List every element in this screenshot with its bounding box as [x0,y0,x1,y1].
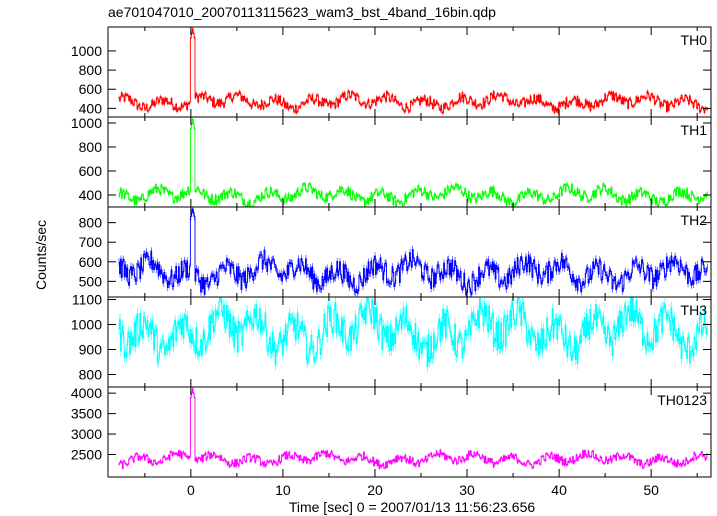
x-tick-label: 10 [275,482,291,498]
x-tick-label: 30 [459,482,475,498]
y-tick-label: 400 [79,100,103,116]
y-tick-label: 500 [79,273,103,289]
series-line-th2 [118,208,708,296]
series-line-th0123 [118,388,708,469]
x-tick-label: 50 [643,482,659,498]
y-tick-label: 800 [79,139,103,155]
y-axis-title: Counts/sec [33,220,49,290]
y-tick-label: 1100 [72,292,102,308]
y-tick-label: 4000 [71,385,102,401]
series-line-th3 [118,296,708,367]
panel-label-th1: TH1 [681,122,708,138]
y-tick-label: 600 [79,81,103,97]
y-tick-label: 400 [79,187,103,203]
panel-th2: 500 600 700 800 TH2 [79,206,712,298]
panel-label-th0: TH0 [681,32,708,48]
panel-label-th0123: TH0123 [657,392,707,408]
y-tick-label: 600 [79,163,103,179]
x-axis-title: Time [sec] 0 = 2007/01/13 11:56:23.656 [289,499,536,515]
panel-th1: 400 600 800 1000 TH1 [71,115,712,208]
series-line-th1 [118,118,708,208]
panel-frame [107,296,712,388]
y-tick-label: 1000 [71,317,102,333]
y-tick-label: 1000 [71,115,102,131]
panel-label-th3: TH3 [681,302,708,318]
y-tick-label: 3000 [71,426,102,442]
panel-label-th2: TH2 [681,212,708,228]
y-tick-label: 700 [79,234,103,250]
panel-th3: 800 900 1000 1100 TH3 [71,292,712,388]
x-tick-label: 0 [187,482,195,498]
x-tick-label: 20 [367,482,383,498]
y-tick-label: 900 [79,342,103,358]
chart-title: ae701047010_20070113115623_wam3_bst_4ban… [108,4,496,20]
y-tick-label: 2500 [71,447,102,463]
x-tick-label: 40 [551,482,567,498]
panel-th0123: 2500 3000 3500 4000 TH0123 [71,385,712,478]
y-tick-label: 3500 [71,406,102,422]
panel-th0: 400 600 800 1000 TH0 [71,26,712,118]
y-tick-label: 800 [79,215,103,231]
series-line-th0 [118,28,708,114]
y-tick-label: 1000 [71,43,102,59]
y-tick-label: 600 [79,254,103,270]
y-tick-label: 800 [79,367,103,383]
y-tick-label: 800 [79,62,103,78]
panel-frame [107,386,712,478]
